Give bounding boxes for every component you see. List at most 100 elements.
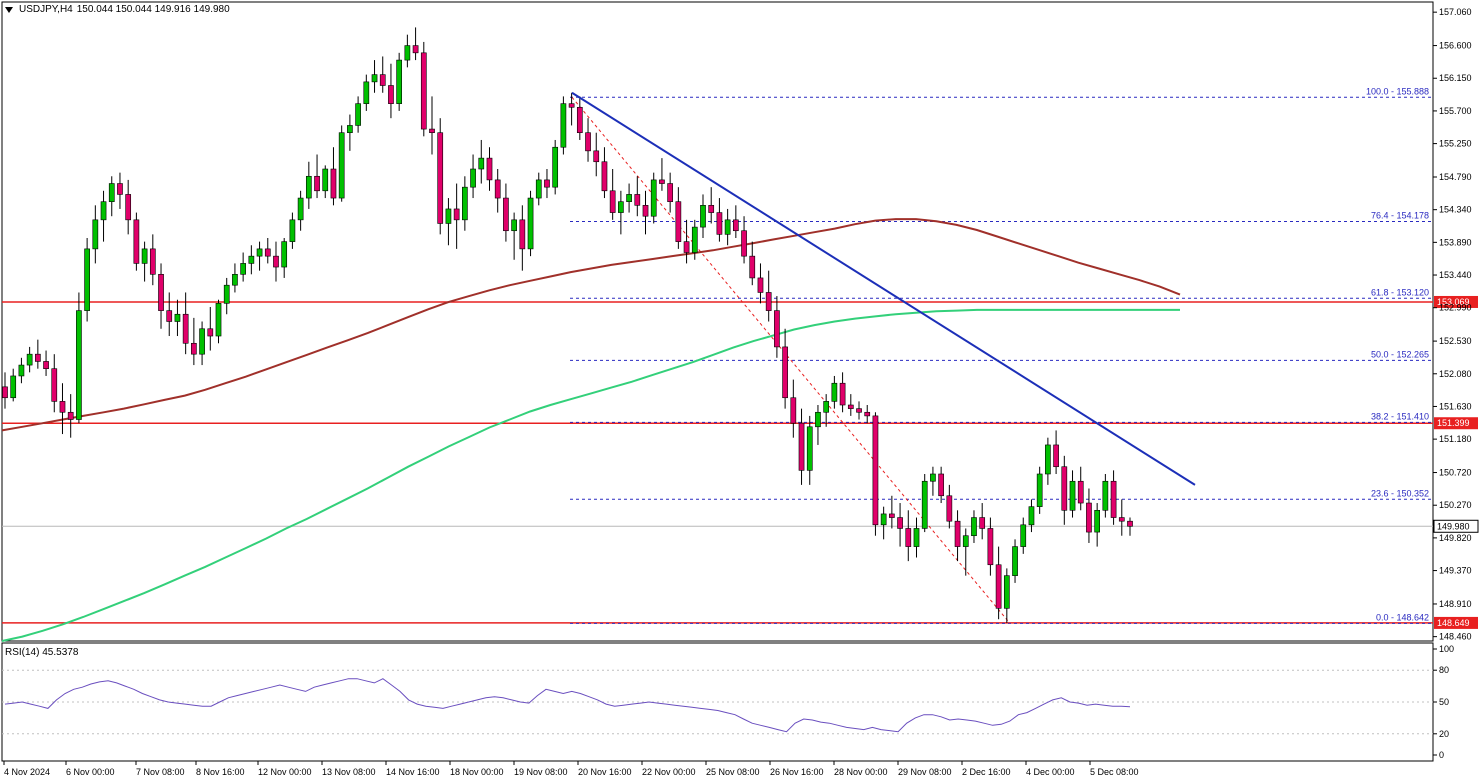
bearish-candle: [979, 517, 986, 529]
bullish-candle: [223, 284, 230, 304]
fibonacci-retracement: 100.0 - 155.888 76.4 - 154.178 61.8 - 153.…: [570, 86, 1433, 624]
bullish-candle: [724, 219, 731, 235]
bearish-candle: [43, 361, 49, 369]
bearish-candle: [847, 404, 854, 409]
bullish-candle: [527, 197, 534, 250]
y-tick-label: 150.270: [1439, 500, 1472, 510]
bearish-candle: [659, 179, 665, 184]
x-tick-label: 2 Dec 16:00: [962, 767, 1011, 777]
bullish-candle: [806, 426, 813, 471]
bullish-candle: [338, 132, 345, 199]
bearish-candle: [67, 411, 74, 420]
bearish-candle: [503, 197, 509, 232]
bearish-candle: [741, 230, 747, 257]
x-tick-label: 22 Nov 00:00: [642, 767, 696, 777]
bearish-candle: [1118, 517, 1125, 522]
bullish-candle: [108, 183, 115, 202]
bearish-candle: [732, 219, 739, 232]
bearish-candle: [889, 513, 895, 518]
y-tick-label: 149.820: [1439, 533, 1472, 543]
y-tick-label: 155.700: [1439, 106, 1472, 116]
y-tick-label: 148.910: [1439, 599, 1472, 609]
y-tick-label: 154.340: [1439, 205, 1472, 215]
bearish-candle: [207, 328, 214, 337]
x-tick-label: 18 Nov 00:00: [450, 767, 504, 777]
bearish-candle: [576, 106, 583, 134]
bearish-candle: [1061, 466, 1068, 511]
bullish-candle: [141, 248, 148, 264]
current-price-label: 149.980: [1437, 521, 1470, 531]
bearish-candle: [330, 168, 337, 199]
bullish-candle: [880, 513, 887, 526]
bullish-candle: [831, 382, 838, 402]
bearish-candle: [716, 212, 723, 235]
bearish-candle: [609, 190, 616, 213]
y-tick-label: 151.630: [1439, 401, 1472, 411]
level-price-tag: [1434, 295, 1478, 308]
bearish-candle: [133, 219, 140, 264]
bullish-candle: [1036, 473, 1043, 507]
bearish-candle: [1127, 520, 1133, 527]
bullish-candle: [1094, 509, 1100, 533]
bullish-candle: [256, 248, 263, 257]
bearish-candle: [379, 74, 386, 86]
x-tick-label: 19 Nov 08:00: [514, 767, 568, 777]
bullish-candle: [100, 201, 107, 221]
bearish-candle: [790, 397, 797, 424]
bearish-candle: [1110, 480, 1117, 518]
bearish-candle: [839, 382, 846, 406]
x-tick-label: 25 Nov 08:00: [706, 767, 760, 777]
bearish-candle: [905, 528, 912, 547]
bearish-candle: [544, 179, 550, 188]
x-tick-label: 26 Nov 16:00: [770, 767, 824, 777]
x-tick-label: 13 Nov 08:00: [322, 767, 376, 777]
bullish-candle: [232, 274, 238, 286]
y-tick-label: 149.370: [1439, 566, 1472, 576]
moving-average-slow-line: [1, 308, 1180, 642]
bearish-trendline: [571, 91, 1196, 486]
y-tick-label: 148.460: [1439, 632, 1472, 642]
y-tick-label: 153.890: [1439, 237, 1472, 247]
bearish-candle: [51, 368, 58, 402]
y-tick-label: 153.440: [1439, 270, 1472, 280]
bearish-candle: [2, 386, 8, 399]
fib-level-label: 61.8 - 153.120: [1371, 287, 1429, 297]
bearish-candle: [675, 201, 682, 242]
bearish-candle: [601, 161, 608, 192]
bullish-candle: [174, 313, 181, 322]
bullish-candle: [445, 208, 452, 224]
bearish-candle: [642, 205, 649, 217]
bearish-candle: [264, 248, 271, 257]
bullish-candle: [626, 194, 632, 202]
x-tick-label: 4 Dec 00:00: [1026, 767, 1075, 777]
bearish-candle: [864, 411, 871, 417]
bearish-candle: [412, 45, 419, 54]
bearish-candle: [314, 175, 320, 192]
bullish-candle: [396, 59, 403, 104]
main-panel-border: [1, 1, 1434, 642]
bullish-candle: [691, 226, 698, 253]
y-tick-label: 152.990: [1439, 303, 1472, 313]
level-price-label: 148.649: [1437, 618, 1470, 628]
bearish-candle: [1086, 502, 1092, 533]
bearish-candle: [774, 310, 780, 348]
x-tick-label: 7 Nov 08:00: [136, 767, 185, 777]
time-axis: 4 Nov 2024 6 Nov 00:00 7 Nov 08:00 8 Nov 16…: [3, 761, 1139, 777]
bearish-candle: [798, 422, 805, 471]
bullish-candle: [371, 74, 378, 83]
bearish-candle: [437, 132, 444, 224]
bullish-candle: [215, 303, 222, 337]
bullish-candle: [470, 168, 476, 188]
y-tick-label: 155.250: [1439, 139, 1472, 149]
bullish-candle: [560, 103, 567, 148]
bearish-candle: [987, 528, 994, 566]
bullish-candle: [240, 263, 246, 275]
bullish-candle: [700, 205, 706, 228]
bullish-candle: [962, 535, 969, 547]
bearish-candle: [1053, 444, 1059, 468]
level-price-label: 151.399: [1437, 418, 1470, 428]
bearish-candle: [708, 205, 715, 213]
bullish-candle: [199, 328, 205, 355]
x-tick-label: 28 Nov 00:00: [834, 767, 888, 777]
